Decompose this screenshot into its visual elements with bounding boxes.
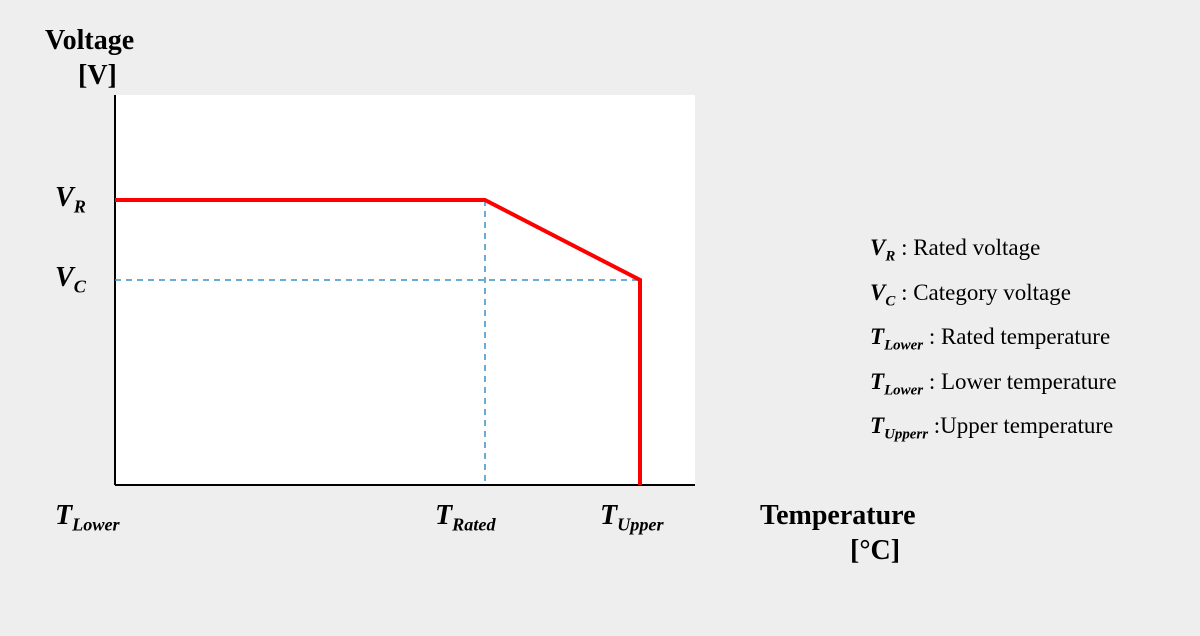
legend-item-tupper: TUpperr :Upper temperature (870, 408, 1117, 453)
y-axis-title-2: [V] (78, 60, 117, 92)
xtick-tupper: TUpper (600, 500, 664, 536)
xtick-trated: TRated (435, 500, 496, 536)
x-axis-title-1: Temperature (760, 500, 916, 532)
legend-item-vc: VC : Category voltage (870, 275, 1117, 320)
x-axis-title-2: [°C] (850, 535, 900, 567)
legend-item-trated: TLower : Rated temperature (870, 319, 1117, 364)
legend-item-vr: VR : Rated voltage (870, 230, 1117, 275)
legend: VR : Rated voltage VC : Category voltage… (870, 230, 1117, 453)
ytick-vc: VC (55, 262, 86, 298)
diagram-stage: Voltage [V] Temperature [°C] VR VC TLowe… (0, 0, 1200, 636)
y-axis-title-1: Voltage (45, 25, 134, 57)
plot-background (115, 95, 695, 485)
xtick-tlower: TLower (55, 500, 120, 536)
ytick-vr: VR (55, 182, 86, 218)
legend-item-tlower: TLower : Lower temperature (870, 364, 1117, 409)
